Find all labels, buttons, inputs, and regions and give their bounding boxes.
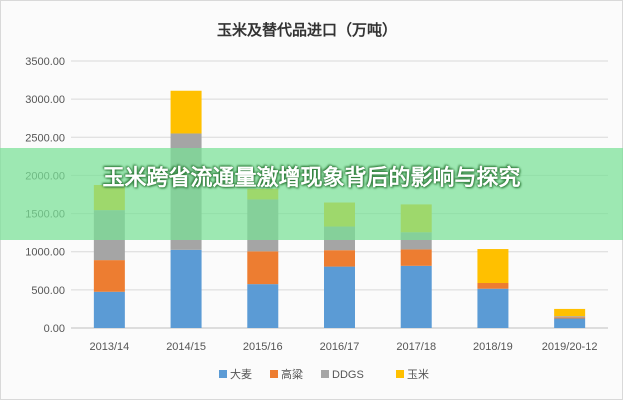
legend-label: DDGS [332,369,364,381]
legend-swatch [270,370,278,378]
bar-segment [170,90,202,134]
legend: 大麦 高粱 DDGS 玉米 [219,367,429,381]
x-axis: 2013/14 2014/15 2015/16 2016/17 2017/18 2018/… [89,341,597,353]
legend-swatch [396,370,404,378]
bar-segment [554,308,586,317]
overlay-banner [0,148,623,240]
bar-segment [477,288,509,328]
legend-label: 玉米 [407,368,429,381]
x-tick-label: 2013/14 [89,341,129,353]
bar-segment [554,316,586,318]
y-tick-label: 500.00 [31,285,65,297]
x-tick-label: 2015/16 [243,341,283,353]
y-tick-label: 2500.00 [25,132,65,144]
chart-title: 玉米及替代品进口（万吨） [217,21,397,39]
bar-segment [247,284,279,328]
y-tick-label: 3000.00 [25,94,65,106]
x-tick-label: 2019/20-12 [542,341,598,353]
bar-segment [93,291,125,328]
bar-segment [554,318,586,328]
bar-segment [170,249,202,328]
bar-segment [93,260,125,292]
legend-swatch [321,370,329,378]
bar-segment [477,249,509,283]
overlay-title: 玉米跨省流通量激增现象背后的影响与探究 [102,166,521,191]
legend-swatch [219,370,227,378]
bar-segment [400,249,432,266]
bar-segment [324,266,355,328]
bar-segment [554,317,586,319]
x-tick-label: 2018/19 [473,341,513,353]
y-tick-label: 3500.00 [25,56,65,68]
bar-segment [247,251,279,285]
legend-label: 大麦 [230,367,252,381]
x-tick-label: 2017/18 [396,341,436,353]
x-tick-label: 2014/15 [166,341,206,353]
bar-segment [400,265,432,328]
y-tick-label: 1000.00 [25,247,65,259]
y-tick-label: 0.00 [44,323,65,335]
x-tick-label: 2016/17 [320,341,360,353]
bar-segment [477,282,509,289]
legend-label: 高粱 [281,367,303,381]
bar-segment [324,250,355,267]
